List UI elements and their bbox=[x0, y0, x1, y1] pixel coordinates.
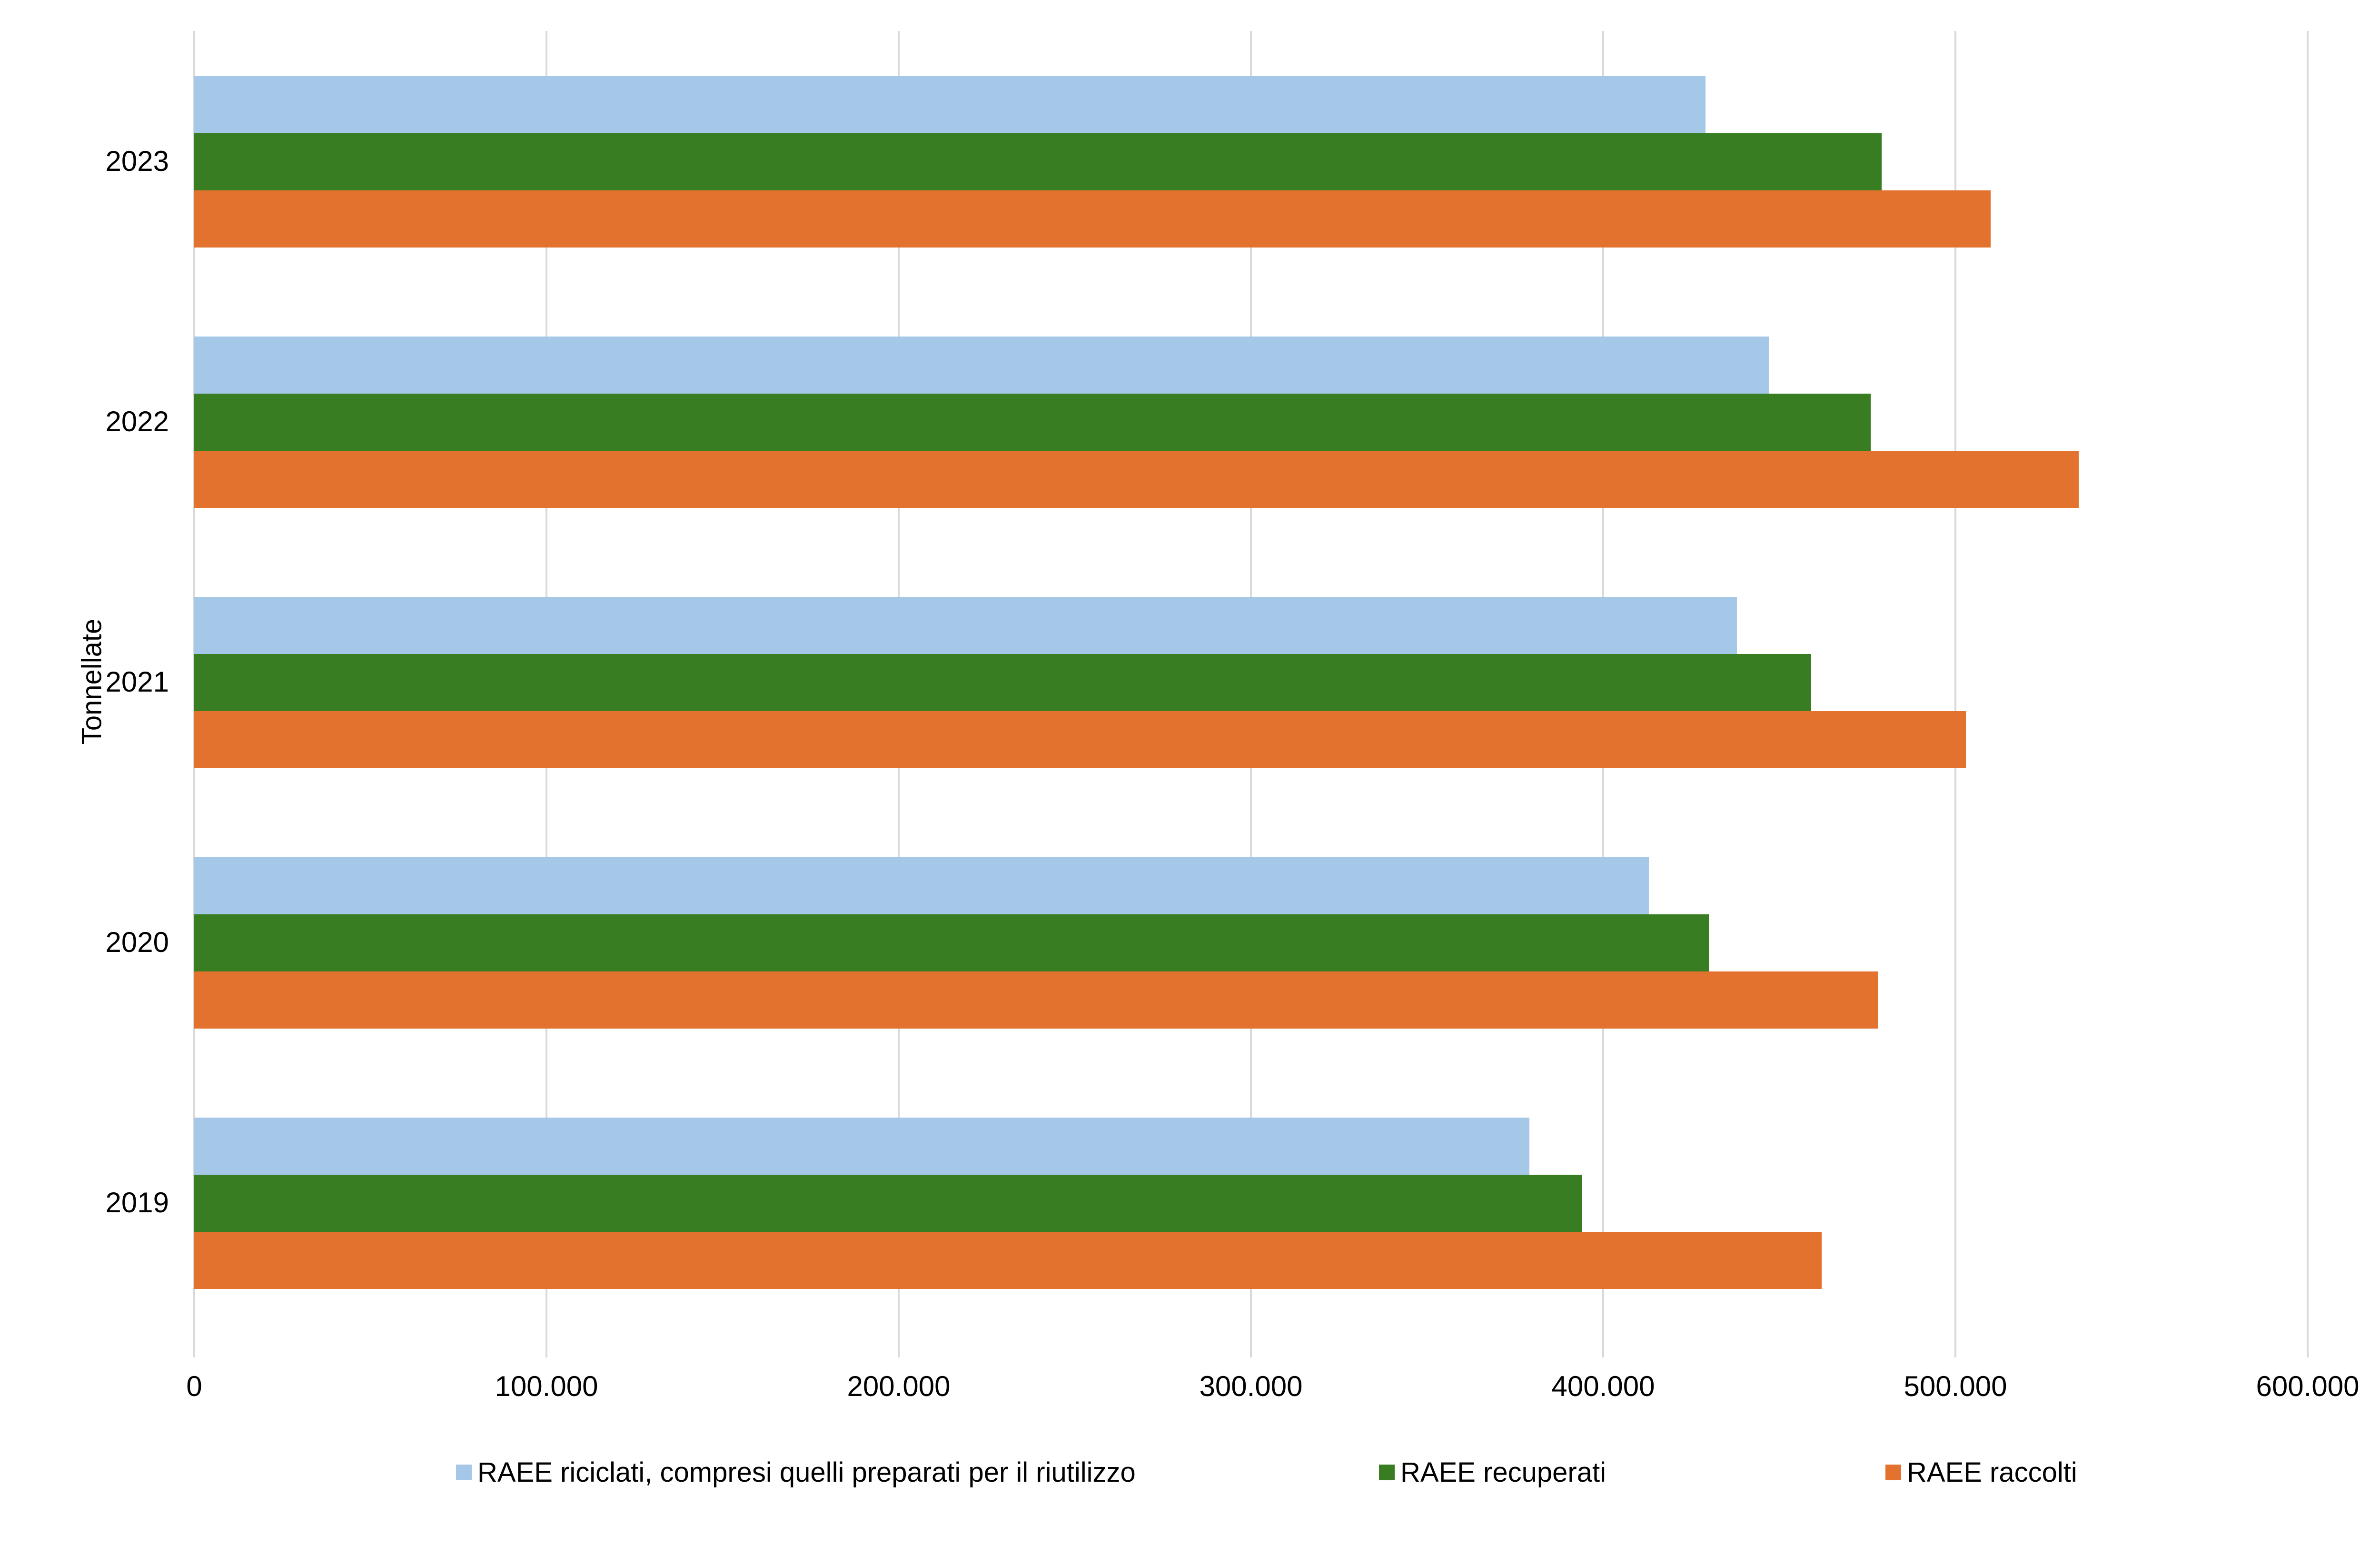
legend: RAEE riciclati, compresi quelli preparat… bbox=[0, 1456, 2380, 1514]
y-axis-category-label: 2020 bbox=[105, 926, 169, 958]
bar-2023-series-2 bbox=[194, 190, 1991, 248]
x-axis-tick-mark bbox=[1250, 1333, 1252, 1357]
legend-label: RAEE raccolti bbox=[1907, 1457, 2077, 1488]
x-axis-tick-mark bbox=[898, 1333, 900, 1357]
x-axis-tick-label: 300.000 bbox=[1199, 1370, 1303, 1402]
legend-label: RAEE riciclati, compresi quelli preparat… bbox=[477, 1457, 1136, 1488]
x-axis-tick-mark bbox=[2307, 1333, 2309, 1357]
legend-item: RAEE raccolti bbox=[1885, 1456, 2077, 1488]
x-axis-tick-label: 200.000 bbox=[847, 1370, 951, 1402]
bar-2020-series-2 bbox=[194, 971, 1878, 1029]
bar-2022-series-2 bbox=[194, 451, 2079, 508]
x-axis-tick-mark bbox=[193, 1333, 195, 1357]
y-axis-category-label: 2023 bbox=[105, 145, 169, 177]
y-axis-category-label: 2019 bbox=[105, 1187, 169, 1218]
x-axis-tick-label: 0 bbox=[186, 1370, 202, 1402]
x-axis-tick-label: 500.000 bbox=[1904, 1370, 2007, 1402]
bar-2021-series-0 bbox=[194, 597, 1737, 654]
bar-2023-series-1 bbox=[194, 133, 1882, 190]
x-axis-tick-label: 600.000 bbox=[2256, 1370, 2360, 1402]
y-axis-category-label: 2022 bbox=[105, 406, 169, 437]
plot-area bbox=[193, 31, 2309, 1333]
bar-2019-series-0 bbox=[194, 1118, 1529, 1175]
bar-2020-series-1 bbox=[194, 914, 1709, 971]
gridline bbox=[1954, 31, 1956, 1333]
bar-2019-series-2 bbox=[194, 1232, 1822, 1289]
bar-2021-series-1 bbox=[194, 654, 1811, 711]
legend-swatch-icon bbox=[1379, 1465, 1395, 1480]
x-axis-tick-label: 400.000 bbox=[1551, 1370, 1655, 1402]
x-axis-tick-mark bbox=[1954, 1333, 1956, 1357]
legend-item: RAEE recuperati bbox=[1379, 1456, 1606, 1488]
gridline bbox=[2307, 31, 2309, 1333]
y-axis-category-label: 2021 bbox=[105, 666, 169, 698]
legend-item: RAEE riciclati, compresi quelli preparat… bbox=[456, 1456, 1136, 1488]
x-axis-tick-label: 100.000 bbox=[495, 1370, 598, 1402]
bar-2021-series-2 bbox=[194, 711, 1966, 768]
legend-swatch-icon bbox=[456, 1465, 472, 1480]
bar-2023-series-0 bbox=[194, 76, 1706, 133]
legend-swatch-icon bbox=[1885, 1465, 1901, 1480]
x-axis-tick-mark bbox=[1602, 1333, 1604, 1357]
bar-2019-series-1 bbox=[194, 1175, 1582, 1232]
bar-2022-series-1 bbox=[194, 394, 1871, 451]
bar-2022-series-0 bbox=[194, 337, 1769, 394]
x-axis-tick-mark bbox=[545, 1333, 547, 1357]
bar-2020-series-0 bbox=[194, 857, 1649, 914]
legend-label: RAEE recuperati bbox=[1400, 1457, 1606, 1488]
